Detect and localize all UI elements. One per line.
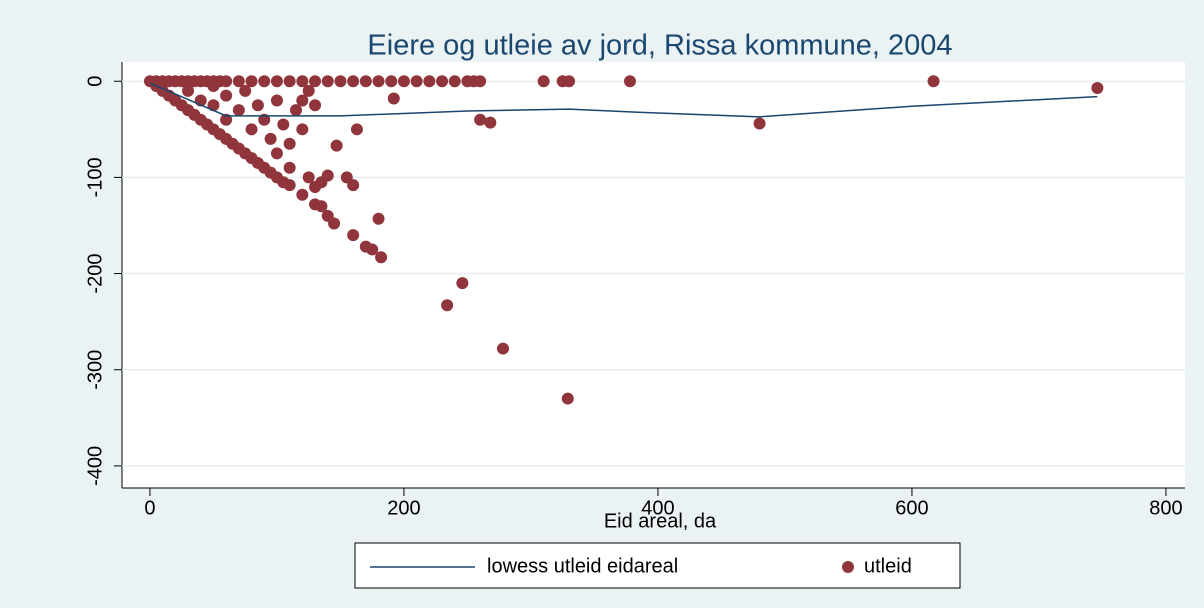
point <box>372 75 385 88</box>
point <box>232 75 245 88</box>
point <box>277 118 290 131</box>
x-tick-label: 800 <box>1149 497 1182 519</box>
y-tick-label: -300 <box>84 350 106 390</box>
point <box>375 251 388 264</box>
legend <box>354 542 961 589</box>
point <box>283 179 296 192</box>
point <box>347 229 360 242</box>
point <box>264 132 277 145</box>
point <box>258 113 271 126</box>
point <box>258 75 271 88</box>
point <box>366 243 379 256</box>
point <box>321 169 334 182</box>
point <box>484 116 497 129</box>
point <box>207 99 220 112</box>
point <box>448 75 461 88</box>
point <box>232 104 245 117</box>
point <box>296 94 309 107</box>
point <box>456 277 469 290</box>
point <box>315 200 328 213</box>
point <box>309 99 322 112</box>
y-tick-label: -400 <box>84 446 106 486</box>
point <box>328 217 341 230</box>
point <box>289 104 302 117</box>
x-tick-label: 200 <box>387 497 420 519</box>
point <box>359 75 372 88</box>
point <box>296 123 309 136</box>
point <box>347 75 360 88</box>
point <box>283 75 296 88</box>
legend-marker <box>842 561 854 573</box>
point <box>330 139 343 152</box>
x-axis-label: Eid areal, da <box>604 510 717 532</box>
chart-title: Eiere og utleie av jord, Rissa kommune, … <box>367 30 952 62</box>
point <box>624 75 637 88</box>
point <box>296 75 309 88</box>
point <box>1091 81 1104 94</box>
y-tick-label: -200 <box>84 254 106 294</box>
legend-label: utleid <box>864 555 912 577</box>
point <box>334 75 347 88</box>
point <box>397 75 410 88</box>
point <box>350 123 363 136</box>
point <box>927 75 940 88</box>
point <box>251 99 264 112</box>
point <box>561 392 574 405</box>
point <box>245 75 258 88</box>
point <box>372 212 385 225</box>
point <box>321 75 334 88</box>
point <box>220 89 233 102</box>
point <box>207 80 220 93</box>
point <box>385 75 398 88</box>
point <box>270 147 283 160</box>
point <box>302 171 315 184</box>
point <box>296 188 309 201</box>
legend-label: lowess utleid eidareal <box>487 555 678 577</box>
point <box>753 117 766 130</box>
x-tick-label: 0 <box>144 497 155 519</box>
point <box>220 113 233 126</box>
point <box>410 75 423 88</box>
point <box>537 75 550 88</box>
point <box>245 123 258 136</box>
point <box>387 92 400 105</box>
point <box>423 75 436 88</box>
point <box>182 84 195 97</box>
point <box>270 94 283 107</box>
point <box>239 84 252 97</box>
point <box>474 75 487 88</box>
point <box>563 75 576 88</box>
point <box>309 75 322 88</box>
point <box>436 75 449 88</box>
y-tick-label: 0 <box>84 76 106 87</box>
point <box>283 137 296 150</box>
point <box>497 342 510 355</box>
point <box>474 113 487 126</box>
point <box>283 161 296 174</box>
point <box>441 299 454 312</box>
point <box>347 179 360 192</box>
y-tick-label: -100 <box>84 157 106 197</box>
point <box>270 75 283 88</box>
x-tick-label: 400 <box>641 497 674 519</box>
point <box>302 84 315 97</box>
point <box>220 75 233 88</box>
x-tick-label: 600 <box>895 497 928 519</box>
lowess-line <box>149 82 1098 118</box>
